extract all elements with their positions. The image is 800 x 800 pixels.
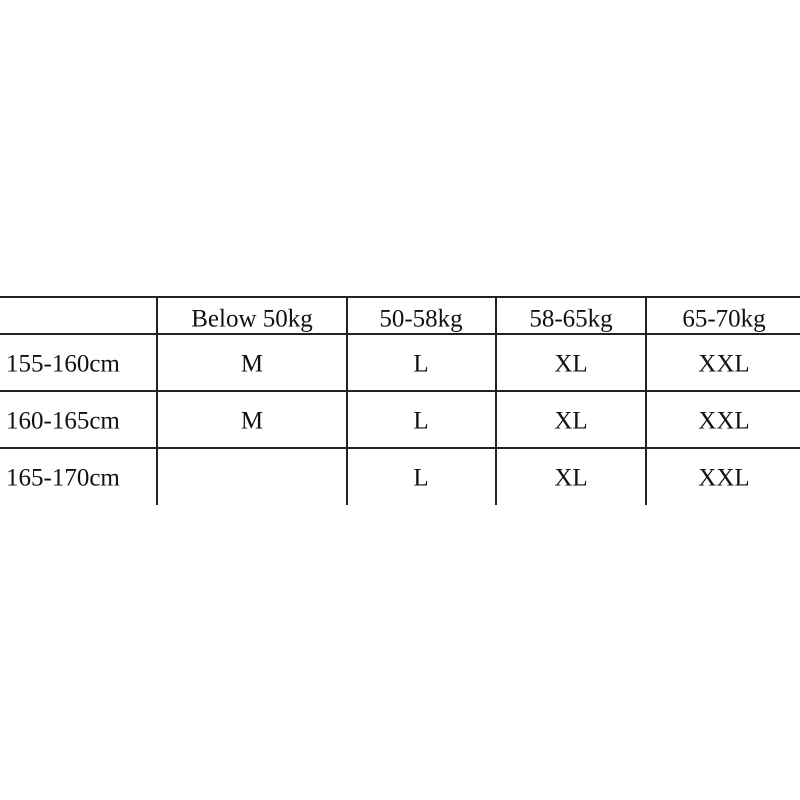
table-cell: XL	[554, 464, 588, 492]
row-header: 165-170cm	[6, 464, 120, 492]
table-cell: XXL	[698, 407, 750, 435]
column-divider	[346, 297, 348, 505]
column-divider	[645, 297, 647, 505]
column-divider	[495, 297, 497, 505]
table-cell: L	[413, 464, 429, 492]
row-divider	[0, 333, 800, 335]
row-header: 160-165cm	[6, 407, 120, 435]
table-cell: XL	[554, 350, 588, 378]
column-divider	[156, 297, 158, 505]
table-cell: M	[240, 350, 264, 378]
table-cell: XXL	[698, 464, 750, 492]
column-header: Below 50kg	[191, 305, 313, 333]
table-cell: XXL	[698, 350, 750, 378]
row-divider	[0, 390, 800, 392]
table-cell: L	[413, 407, 429, 435]
table-cell: XL	[554, 407, 588, 435]
row-divider	[0, 447, 800, 449]
row-header: 155-160cm	[6, 350, 120, 378]
column-header: 58-65kg	[529, 305, 613, 333]
table-cell: L	[413, 350, 429, 378]
table-cell: M	[240, 407, 264, 435]
table-border-top	[0, 296, 800, 298]
column-header: 65-70kg	[682, 305, 766, 333]
column-header: 50-58kg	[379, 305, 463, 333]
